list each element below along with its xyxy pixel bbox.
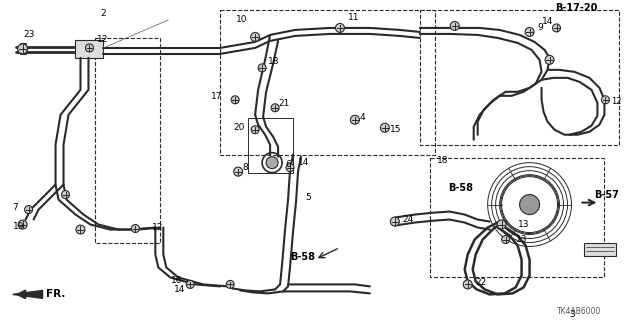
Text: 12: 12 — [97, 36, 109, 44]
Circle shape — [76, 225, 85, 234]
Circle shape — [380, 123, 389, 132]
Text: TK4AB6000: TK4AB6000 — [557, 307, 602, 316]
Circle shape — [351, 115, 360, 124]
Circle shape — [266, 157, 278, 169]
Circle shape — [186, 280, 195, 288]
Text: 23: 23 — [24, 30, 35, 39]
Text: 5: 5 — [305, 193, 311, 202]
Text: 16: 16 — [171, 276, 182, 285]
Circle shape — [450, 21, 460, 30]
Circle shape — [251, 126, 259, 134]
Text: 18: 18 — [268, 57, 280, 66]
Circle shape — [286, 164, 294, 172]
Circle shape — [525, 28, 534, 36]
Text: 21: 21 — [278, 99, 289, 108]
Text: 19: 19 — [13, 222, 24, 231]
Text: 15: 15 — [390, 125, 401, 134]
Circle shape — [390, 217, 399, 226]
Circle shape — [520, 195, 540, 215]
Text: 2: 2 — [100, 10, 106, 19]
Bar — [76, 40, 104, 58]
Circle shape — [131, 225, 140, 233]
Text: 14: 14 — [174, 285, 186, 294]
Text: 13: 13 — [516, 235, 527, 244]
Bar — [420, 10, 620, 145]
Text: 10: 10 — [236, 15, 248, 24]
Circle shape — [463, 280, 472, 289]
Text: B-57: B-57 — [595, 190, 620, 200]
Bar — [95, 38, 161, 243]
Text: 13: 13 — [518, 220, 529, 229]
Text: 18: 18 — [436, 156, 448, 165]
Bar — [584, 243, 616, 256]
Circle shape — [552, 24, 561, 32]
Text: 9: 9 — [538, 23, 543, 32]
Circle shape — [271, 104, 279, 112]
Text: 4: 4 — [360, 113, 365, 122]
Text: 6: 6 — [285, 160, 291, 169]
Circle shape — [18, 220, 27, 229]
Text: 14: 14 — [541, 18, 553, 27]
Circle shape — [251, 32, 260, 41]
Text: B-17-20: B-17-20 — [556, 3, 598, 13]
Circle shape — [258, 64, 266, 72]
Circle shape — [226, 280, 234, 288]
Text: 7: 7 — [13, 203, 19, 212]
Circle shape — [602, 96, 609, 104]
Text: 22: 22 — [476, 278, 487, 287]
Circle shape — [234, 167, 243, 176]
Text: B-58: B-58 — [448, 183, 473, 193]
Circle shape — [335, 23, 344, 32]
Bar — [430, 158, 604, 277]
Circle shape — [497, 220, 506, 229]
Text: 12: 12 — [152, 223, 164, 232]
Circle shape — [231, 96, 239, 104]
Circle shape — [502, 236, 509, 244]
Text: 24: 24 — [403, 215, 414, 224]
Text: 11: 11 — [348, 13, 360, 22]
Bar — [220, 10, 435, 155]
Circle shape — [24, 205, 33, 213]
Text: 20: 20 — [234, 123, 245, 132]
Text: 12: 12 — [611, 97, 622, 106]
Circle shape — [545, 55, 554, 64]
Text: FR.: FR. — [45, 289, 65, 300]
Text: 3: 3 — [570, 310, 575, 319]
Text: 14: 14 — [298, 158, 309, 167]
Text: B-58: B-58 — [290, 252, 315, 262]
Circle shape — [61, 191, 70, 199]
Circle shape — [86, 44, 93, 52]
Circle shape — [18, 44, 28, 54]
Bar — [248, 118, 293, 173]
Text: 8: 8 — [242, 163, 248, 172]
Polygon shape — [13, 291, 43, 298]
Text: 17: 17 — [211, 92, 222, 101]
